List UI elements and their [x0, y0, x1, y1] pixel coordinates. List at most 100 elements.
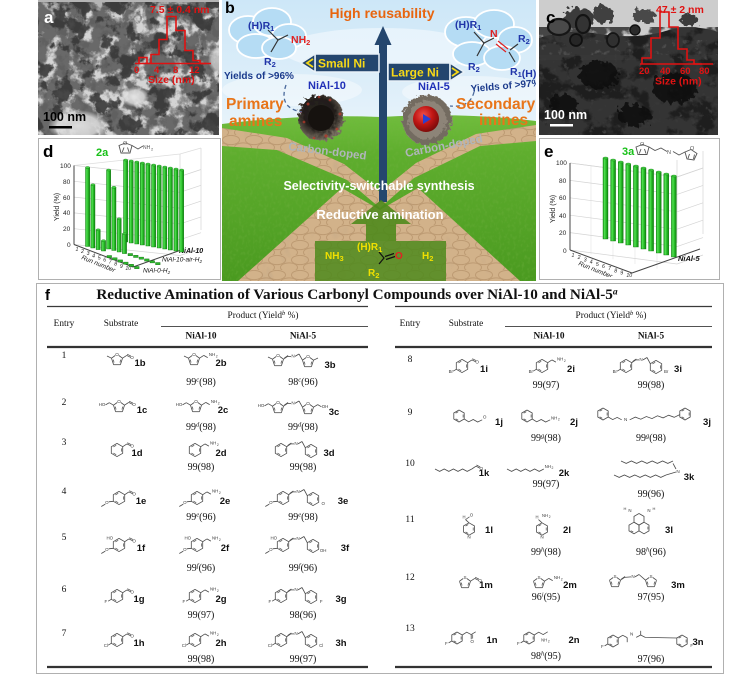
- svg-text:3: 3: [62, 438, 67, 448]
- svg-text:1c: 1c: [137, 405, 148, 416]
- svg-text:(H)R1: (H)R1: [248, 20, 274, 33]
- svg-text:S: S: [649, 574, 652, 579]
- svg-text:N: N: [291, 353, 294, 358]
- svg-text:O: O: [183, 500, 187, 505]
- svg-text:HO: HO: [176, 402, 183, 407]
- svg-text:f: f: [45, 287, 51, 304]
- svg-text:O: O: [478, 578, 482, 583]
- svg-text:2: 2: [558, 418, 560, 422]
- svg-text:N: N: [628, 508, 631, 513]
- svg-text:80: 80: [559, 178, 567, 185]
- svg-text:O: O: [269, 547, 273, 552]
- svg-text:1m: 1m: [479, 580, 493, 591]
- svg-text:O: O: [269, 500, 273, 505]
- svg-text:1f: 1f: [137, 543, 146, 554]
- svg-text:Br: Br: [664, 369, 669, 374]
- svg-text:NH3: NH3: [325, 251, 344, 263]
- svg-text:NH: NH: [545, 464, 551, 469]
- svg-text:F: F: [517, 641, 520, 646]
- svg-text:3: 3: [584, 257, 587, 263]
- svg-text:3k: 3k: [684, 472, 695, 483]
- svg-text:2: 2: [217, 443, 219, 447]
- svg-text:a: a: [44, 8, 54, 27]
- svg-text:99(96): 99(96): [638, 489, 665, 500]
- svg-text:98c(96): 98c(96): [288, 377, 318, 389]
- svg-text:0: 0: [134, 65, 139, 76]
- svg-text:99f(96): 99f(96): [187, 563, 215, 575]
- svg-text:NiAl-10: NiAl-10: [308, 80, 346, 92]
- svg-text:R2: R2: [518, 33, 530, 46]
- svg-text:O: O: [192, 352, 196, 357]
- svg-text:11: 11: [405, 515, 414, 525]
- svg-text:1b: 1b: [134, 358, 145, 369]
- svg-text:S: S: [537, 575, 540, 580]
- svg-text:3m: 3m: [671, 580, 685, 591]
- svg-text:2: 2: [62, 398, 67, 408]
- svg-text:Br: Br: [529, 369, 534, 374]
- svg-text:O: O: [306, 354, 310, 359]
- svg-text:1k: 1k: [479, 468, 490, 479]
- svg-text:Reductive amination: Reductive amination: [316, 207, 443, 222]
- svg-text:Cl: Cl: [182, 643, 186, 648]
- svg-text:2: 2: [548, 640, 550, 644]
- svg-text:99f(96): 99f(96): [289, 563, 317, 575]
- svg-text:2: 2: [219, 491, 221, 495]
- svg-text:98h(96): 98h(96): [636, 547, 666, 559]
- svg-text:10: 10: [405, 459, 415, 469]
- svg-text:N: N: [467, 535, 470, 540]
- svg-text:1: 1: [76, 247, 79, 253]
- svg-text:O: O: [117, 399, 121, 404]
- svg-text:1h: 1h: [133, 638, 144, 649]
- svg-text:O: O: [475, 360, 479, 365]
- svg-text:20: 20: [639, 66, 650, 77]
- svg-text:2: 2: [564, 359, 566, 363]
- svg-text:5: 5: [98, 255, 101, 261]
- svg-text:Secondary: Secondary: [456, 96, 536, 113]
- svg-text:99c(98): 99c(98): [186, 377, 216, 389]
- svg-text:S: S: [613, 574, 616, 579]
- svg-text:99e(96): 99e(96): [186, 512, 216, 524]
- svg-text:N: N: [630, 632, 633, 637]
- svg-text:N: N: [294, 587, 297, 592]
- svg-text:2: 2: [216, 354, 218, 358]
- svg-text:1: 1: [572, 253, 575, 259]
- svg-text:7: 7: [109, 260, 113, 266]
- svg-text:2n: 2n: [568, 635, 579, 646]
- svg-text:40: 40: [559, 213, 567, 220]
- svg-text:3e: 3e: [338, 496, 349, 507]
- svg-text:Substrate: Substrate: [104, 319, 139, 329]
- svg-text:2: 2: [217, 589, 219, 593]
- svg-text:F: F: [320, 599, 323, 604]
- svg-text:F: F: [268, 599, 271, 604]
- svg-text:F: F: [104, 599, 107, 604]
- svg-text:2: 2: [561, 577, 563, 581]
- svg-text:3i: 3i: [674, 364, 682, 375]
- svg-text:(H)R1: (H)R1: [455, 19, 481, 32]
- svg-text:2k: 2k: [559, 468, 570, 479]
- svg-text:2: 2: [217, 633, 219, 637]
- svg-text:100: 100: [556, 160, 567, 167]
- svg-text:20: 20: [63, 226, 71, 233]
- svg-text:2g: 2g: [215, 594, 226, 605]
- svg-text:NH: NH: [212, 536, 218, 541]
- svg-text:2l: 2l: [563, 525, 571, 536]
- svg-text:1g: 1g: [133, 594, 144, 605]
- svg-text:O: O: [105, 547, 109, 552]
- svg-text:R2: R2: [468, 61, 480, 74]
- svg-text:O: O: [480, 466, 484, 471]
- svg-text:99d(98): 99d(98): [288, 422, 318, 434]
- svg-text:40: 40: [660, 66, 671, 77]
- svg-text:Reductive Amination of Various: Reductive Amination of Various Carbonyl …: [96, 286, 618, 303]
- svg-text:Cl: Cl: [104, 643, 108, 648]
- svg-text:8: 8: [114, 262, 117, 268]
- svg-text:10: 10: [125, 266, 131, 272]
- svg-text:c: c: [546, 8, 555, 27]
- svg-text:N: N: [294, 631, 297, 636]
- svg-text:NiAl-10: NiAl-10: [186, 332, 217, 342]
- svg-text:Yields of >97%: Yields of >97%: [470, 78, 536, 95]
- svg-text:R2: R2: [264, 56, 276, 69]
- svg-text:Large Ni: Large Ni: [391, 66, 439, 80]
- svg-text:Yield (%): Yield (%): [54, 193, 61, 221]
- svg-text:NiAl-10: NiAl-10: [534, 332, 565, 342]
- svg-text:98h(95): 98h(95): [531, 651, 561, 663]
